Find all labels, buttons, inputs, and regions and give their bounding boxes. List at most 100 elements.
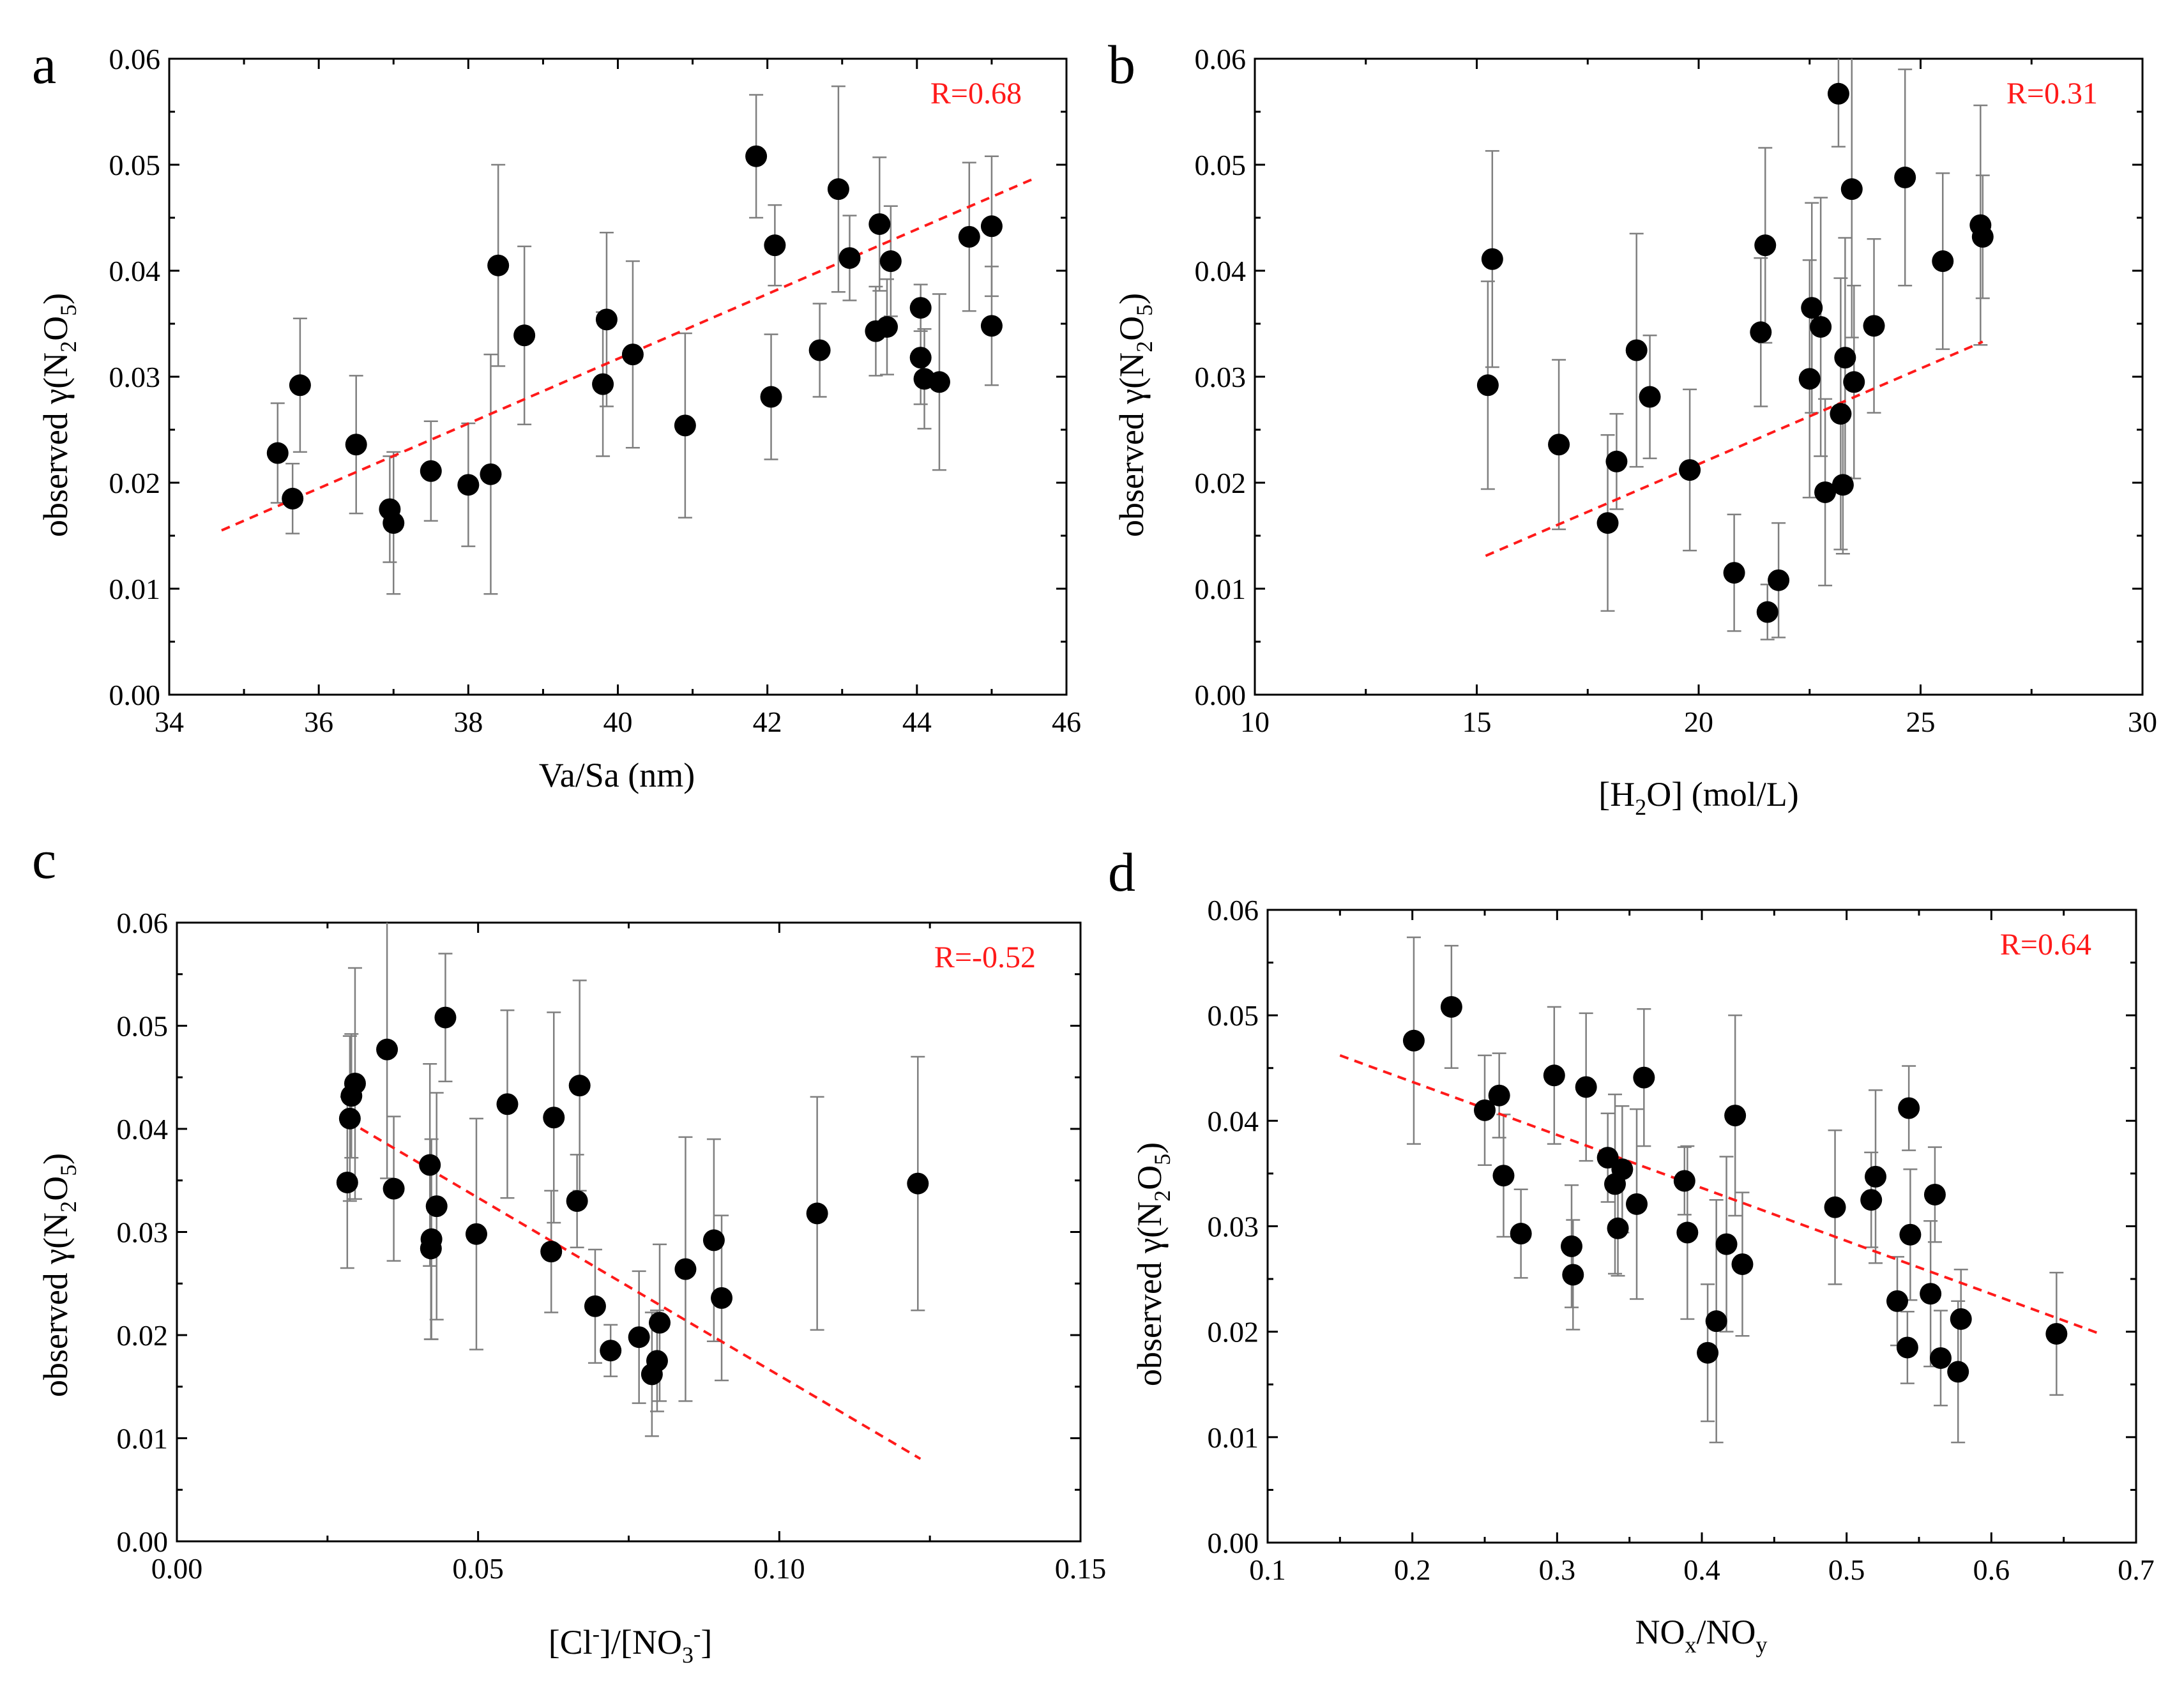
panel-a-data-point — [345, 434, 367, 456]
panel-c-data-point — [383, 1177, 405, 1200]
panel-a-data-point — [745, 145, 768, 167]
panel-d-x-tick-label: 0.7 — [2118, 1553, 2155, 1586]
panel-a-y-tick-label: 0.02 — [109, 467, 161, 499]
panel-c-fit-line — [346, 1119, 921, 1460]
panel-d-data-point — [1886, 1290, 1908, 1312]
panel-c-data-point — [600, 1340, 622, 1362]
panel-c-data-point — [646, 1350, 668, 1372]
panel-d-y-tick-label: 0.00 — [1208, 1527, 1259, 1559]
panel-b-data-point — [1639, 386, 1661, 408]
panel-c-data-point — [344, 1072, 366, 1094]
panel-b-data-point — [1476, 374, 1499, 397]
panel-c-data-point — [566, 1190, 588, 1213]
panel-a-y-tick-label: 0.04 — [109, 255, 161, 287]
panel-b-y-tick-label: 0.05 — [1195, 149, 1247, 181]
panel-a-data-point — [879, 250, 902, 273]
panel-a-data-point — [909, 347, 932, 369]
panel-c-y-tick-label: 0.06 — [117, 907, 169, 939]
panel-b-y-axis-label: observed γ(N2O5) — [1112, 293, 1157, 537]
panel-c-data-point — [543, 1107, 565, 1129]
panel-b-data-point — [1810, 315, 1832, 338]
panel-a-data-point — [513, 324, 536, 347]
panel-a-y-tick-label: 0.01 — [109, 573, 161, 605]
panel-d-data-point — [1860, 1189, 1883, 1211]
panel-a-data-point — [595, 308, 618, 331]
panel-d-fit-line — [1339, 1054, 2101, 1335]
panel-b-x-tick-label: 15 — [1462, 706, 1492, 738]
panel-c-data-point — [376, 1038, 398, 1061]
panel-a-data-point — [838, 247, 861, 269]
panel-b: b 10 15 20 25 30 0.00 0.01 0.02 0.03 0.04 0.05 0.06… — [1108, 34, 2157, 820]
panel-c-data-point — [336, 1171, 358, 1193]
panel-d-data-point — [1492, 1165, 1515, 1187]
panel-d-data-point — [1402, 1029, 1425, 1052]
panel-b-data-point — [1756, 601, 1778, 623]
panel-d-y-tick-label: 0.04 — [1208, 1105, 1259, 1137]
panel-b-data-point — [1548, 434, 1570, 456]
panel-a-data-point — [868, 213, 891, 235]
panel-a-x-tick-label: 38 — [453, 706, 483, 738]
panel-c-label: c — [32, 829, 56, 890]
panel-c-data-point — [434, 1006, 457, 1029]
panel-c-data-point — [907, 1172, 929, 1195]
panel-d-label: d — [1108, 842, 1135, 903]
panel-c-x-tick-label: 0.10 — [754, 1552, 805, 1585]
panel-d-data-point — [1898, 1097, 1920, 1119]
panel-b-data-point — [1596, 512, 1619, 534]
panel-a-y-tick-label: 0.06 — [109, 43, 161, 75]
panel-a-plot: 34 36 38 40 42 44 46 0.00 0.01 0.02 0.03 0.04 0.05 0.… — [109, 43, 1082, 738]
panel-c-data-point — [419, 1154, 441, 1176]
panel-d-data-point — [1562, 1264, 1584, 1286]
panel-c-y-tick-label: 0.05 — [117, 1010, 169, 1043]
panel-c: c 0.00 0.05 0.10 0.150.000.010.020.030.040.… — [32, 829, 1106, 1668]
panel-c-data-point — [420, 1228, 443, 1250]
panel-b-plot: 10 15 20 25 30 0.00 0.01 0.02 0.03 0.04 0.05 0.06 R=… — [1195, 43, 2158, 738]
panel-d-data-point — [1561, 1235, 1582, 1257]
panel-d-data-point — [1920, 1283, 1942, 1305]
panel-d-data-point — [1731, 1253, 1754, 1275]
panel-a-x-tick-label: 34 — [155, 706, 184, 738]
panel-a-y-tick-label: 0.00 — [109, 679, 161, 711]
panel-c-data-point — [584, 1295, 606, 1317]
panel-d-x-tick-label: 0.4 — [1683, 1553, 1720, 1586]
panel-a-y-tick-label: 0.03 — [109, 361, 161, 393]
panel-c-y-axis-label: observed γ(N2O5) — [36, 1153, 81, 1397]
panel-d-data-point — [1697, 1341, 1719, 1364]
panel-a-data-point — [383, 512, 405, 534]
panel-d-x-tick-label: 0.2 — [1394, 1553, 1431, 1586]
panel-d-data-point — [1611, 1158, 1634, 1181]
panel-d-data-point — [1930, 1347, 1952, 1369]
panel-d-data-point — [1724, 1105, 1747, 1127]
panel-d-data-point — [1865, 1165, 1886, 1188]
panel-d-data-area — [1339, 936, 2101, 1444]
panel-a-data-point — [876, 315, 898, 338]
panel-d-data-point — [1474, 1099, 1496, 1121]
panel-c-data-point — [496, 1093, 519, 1115]
panel-a-data-point — [909, 297, 932, 319]
panel-a-data-point — [958, 225, 980, 248]
panel-a-data-point — [289, 374, 311, 397]
panel-b-y-tick-label: 0.01 — [1195, 573, 1247, 605]
panel-c-data-point — [806, 1202, 828, 1225]
panel-c-y-tick-label: 0.04 — [117, 1113, 169, 1145]
panel-d-data-point — [1947, 1361, 1969, 1383]
panel-b-data-point — [1863, 315, 1885, 337]
panel-a-y-axis-label: observed γ(N2O5) — [36, 293, 81, 537]
panel-c-data-point — [568, 1075, 591, 1097]
panel-c-y-tick-label: 0.03 — [117, 1216, 169, 1249]
panel-b-data-point — [1798, 368, 1821, 390]
panel-d-data-point — [1824, 1196, 1846, 1218]
panel-d-data-point — [1705, 1310, 1727, 1333]
panel-d-data-point — [1596, 1147, 1619, 1169]
panel-b-label: b — [1108, 34, 1135, 95]
panel-d-data-point — [1440, 995, 1462, 1018]
panel-d-data-point — [1488, 1084, 1510, 1107]
panel-c-data-point — [628, 1326, 650, 1349]
panel-a: a 34 36 38 40 42 44 46 0.00 0.01 0.02 0.03 0.04 0.05… — [32, 34, 1081, 794]
panel-d-data-point — [1575, 1076, 1597, 1098]
panel-a-y-tick-label: 0.05 — [109, 149, 161, 181]
panel-d-data-point — [1673, 1170, 1695, 1192]
panel-d-y-tick-label: 0.05 — [1208, 999, 1259, 1032]
panel-b-data-point — [1834, 347, 1856, 369]
panel-c-data-point — [540, 1241, 563, 1263]
